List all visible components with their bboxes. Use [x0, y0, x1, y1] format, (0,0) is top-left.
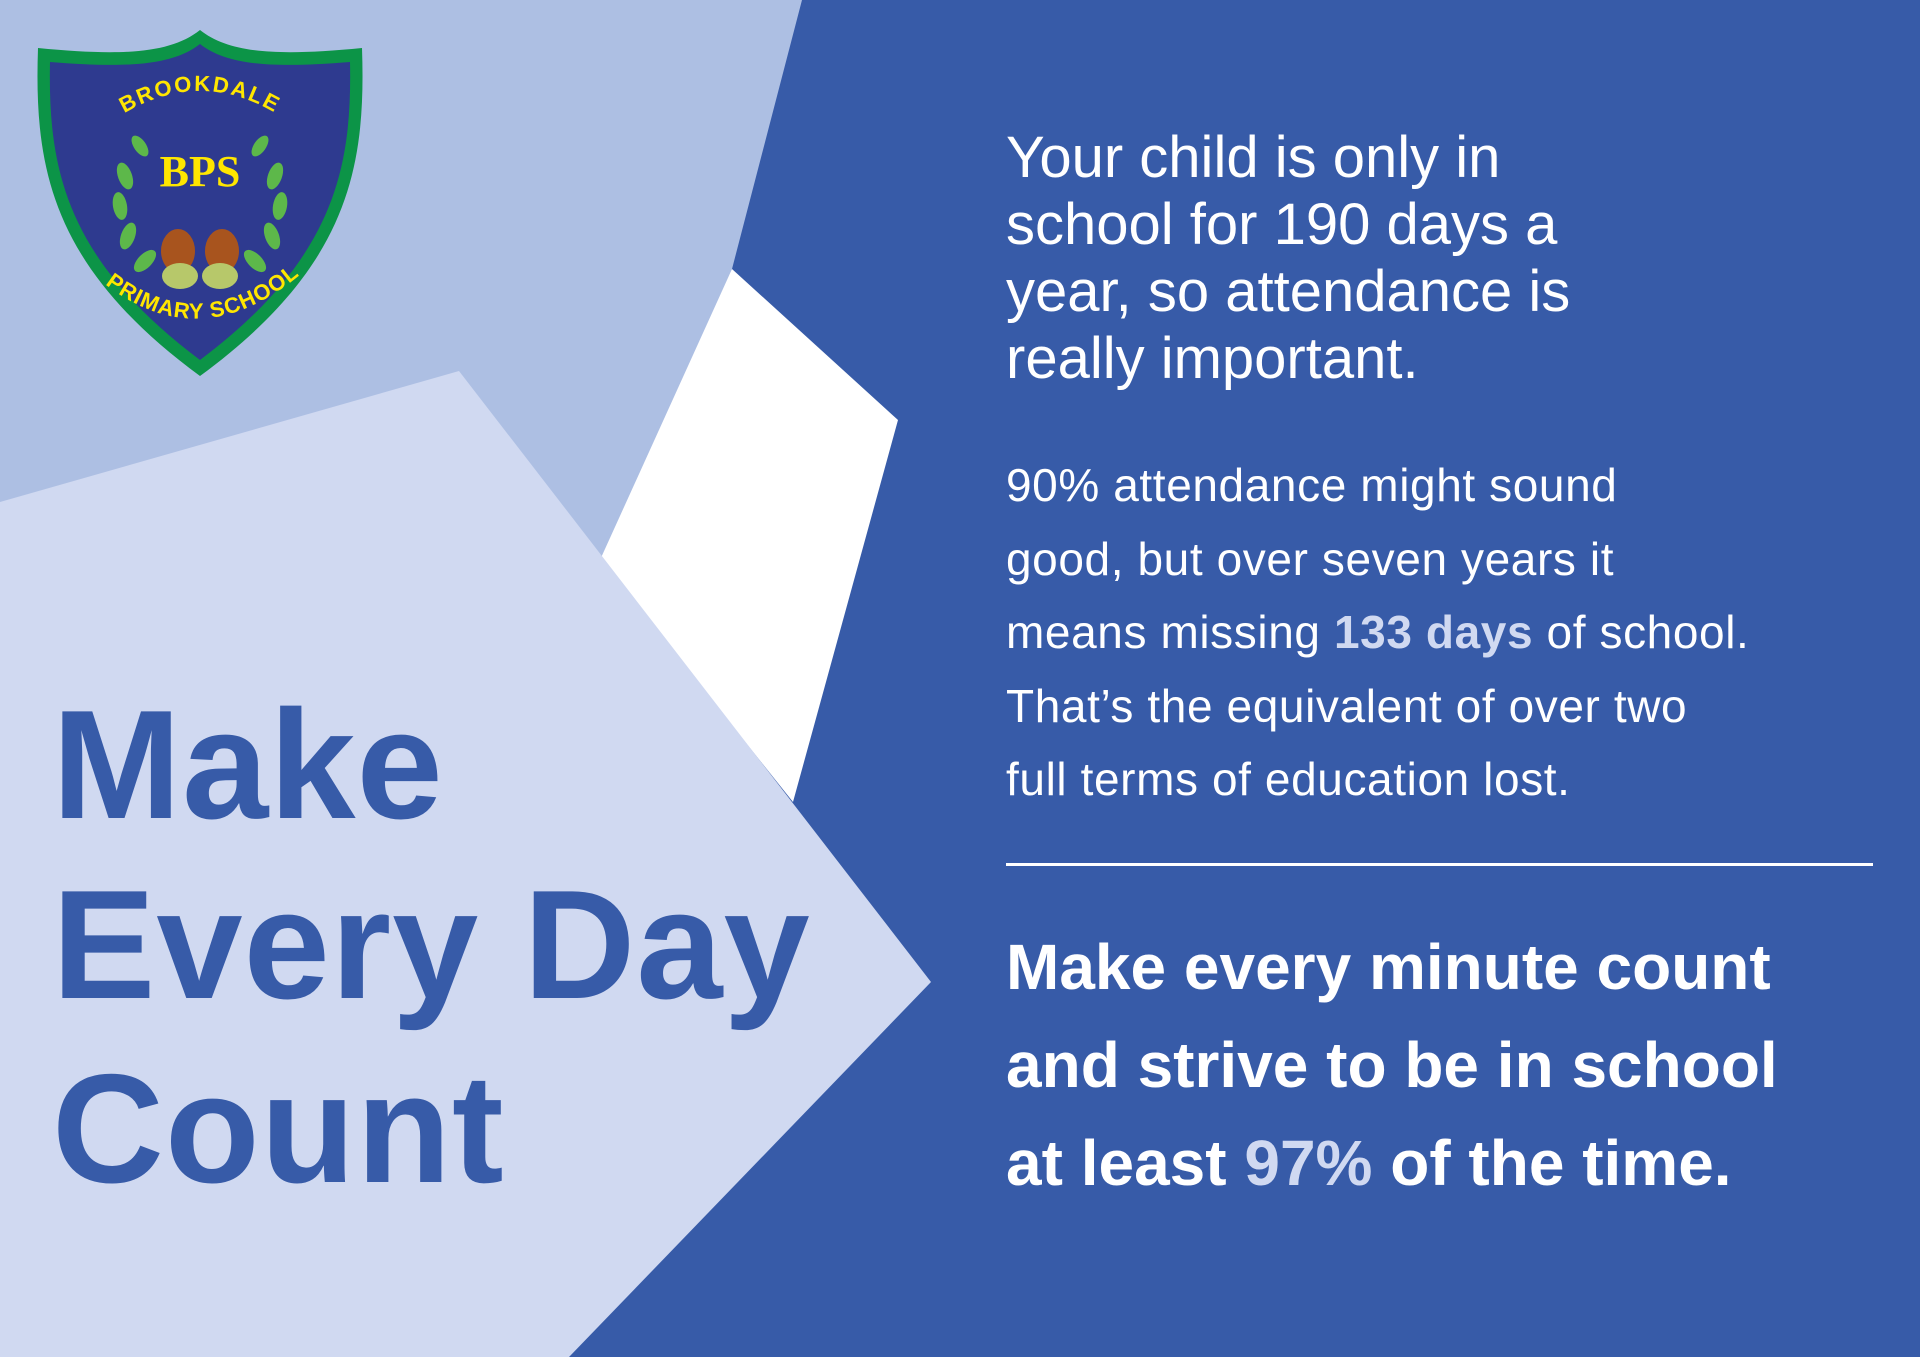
paragraph-line: That’s the equivalent of over two: [1006, 679, 1688, 732]
text: means missing: [1006, 606, 1334, 658]
call-to-action: Make every minute count and strive to be…: [1006, 918, 1778, 1212]
intro-line: school for 190 days a: [1006, 192, 1558, 257]
attendance-paragraph: 90% attendance might sound good, but ove…: [1006, 449, 1749, 817]
intro-line: year, so attendance is: [1006, 259, 1571, 324]
cta-line: at least 97% of the time.: [1006, 1114, 1778, 1212]
paragraph-line: 90% attendance might sound: [1006, 459, 1618, 511]
intro-heading: Your child is only in school for 190 day…: [1006, 124, 1570, 392]
title-line-1: Make: [52, 678, 444, 851]
paragraph-line: full terms of education lost.: [1006, 753, 1571, 805]
highlight-percent: 97%: [1244, 1127, 1373, 1199]
intro-line: Your child is only in: [1006, 125, 1501, 190]
text: at least: [1006, 1127, 1245, 1199]
intro-line: really important.: [1006, 326, 1419, 391]
title-line-2: Every Day: [52, 858, 811, 1031]
svg-text:BPS: BPS: [160, 147, 241, 196]
school-crest-logo: BROOKDALE PRIMARY SCHOOL BPS: [37, 30, 363, 376]
cta-line: Make every minute count: [1006, 931, 1771, 1003]
paragraph-line: good, but over seven years it: [1006, 532, 1615, 585]
text: of the time.: [1372, 1127, 1732, 1199]
highlight-days: 133 days: [1333, 606, 1534, 658]
cta-line: and strive to be in school: [1006, 1029, 1778, 1101]
white-shape: [600, 269, 898, 802]
title-line-3: Count: [52, 1042, 505, 1215]
divider: [1006, 863, 1873, 866]
paragraph-line: means missing 133 days of school.: [1006, 596, 1749, 670]
light-blue-shape: [0, 371, 931, 1357]
text: of school.: [1533, 606, 1750, 658]
